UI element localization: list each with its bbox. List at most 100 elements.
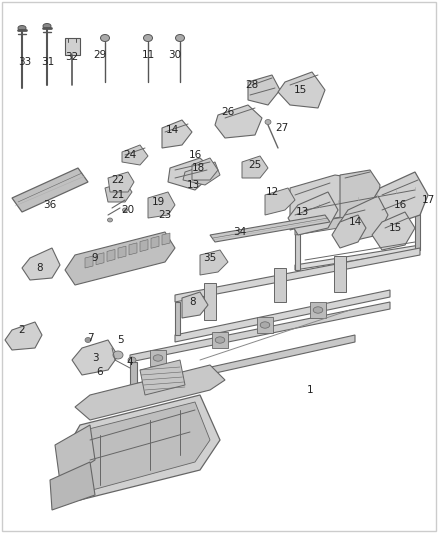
Text: 16: 16 bbox=[188, 150, 201, 160]
Ellipse shape bbox=[128, 357, 136, 363]
Polygon shape bbox=[175, 302, 180, 335]
Ellipse shape bbox=[215, 337, 225, 343]
Polygon shape bbox=[122, 145, 148, 165]
Polygon shape bbox=[288, 192, 338, 235]
Polygon shape bbox=[175, 290, 390, 342]
Polygon shape bbox=[140, 360, 185, 395]
Text: 1: 1 bbox=[307, 385, 313, 395]
Text: 22: 22 bbox=[111, 175, 125, 185]
Text: 14: 14 bbox=[166, 125, 179, 135]
Text: 26: 26 bbox=[221, 107, 235, 117]
Polygon shape bbox=[162, 233, 170, 245]
Text: 11: 11 bbox=[141, 50, 155, 60]
Polygon shape bbox=[415, 185, 420, 250]
Polygon shape bbox=[340, 170, 380, 235]
Polygon shape bbox=[183, 162, 220, 185]
Polygon shape bbox=[338, 196, 388, 242]
Ellipse shape bbox=[176, 35, 184, 42]
Polygon shape bbox=[290, 175, 355, 230]
Text: 3: 3 bbox=[92, 353, 98, 363]
Polygon shape bbox=[65, 232, 175, 285]
Text: 7: 7 bbox=[87, 333, 93, 343]
Text: 20: 20 bbox=[121, 205, 134, 215]
Ellipse shape bbox=[113, 351, 123, 359]
Polygon shape bbox=[200, 250, 228, 275]
Polygon shape bbox=[60, 395, 220, 500]
Ellipse shape bbox=[313, 307, 323, 313]
Text: 29: 29 bbox=[93, 50, 106, 60]
Polygon shape bbox=[65, 38, 80, 55]
Polygon shape bbox=[295, 245, 420, 270]
Polygon shape bbox=[55, 425, 95, 482]
Polygon shape bbox=[257, 317, 273, 333]
Polygon shape bbox=[334, 256, 346, 292]
Ellipse shape bbox=[107, 218, 113, 222]
Polygon shape bbox=[12, 168, 88, 212]
Text: 27: 27 bbox=[276, 123, 289, 133]
Polygon shape bbox=[372, 212, 415, 250]
Polygon shape bbox=[265, 188, 295, 215]
Ellipse shape bbox=[18, 26, 26, 30]
Polygon shape bbox=[175, 248, 420, 302]
Text: 31: 31 bbox=[41, 57, 55, 67]
Ellipse shape bbox=[144, 35, 152, 42]
Text: 13: 13 bbox=[187, 180, 200, 190]
Text: 2: 2 bbox=[19, 325, 25, 335]
Text: 5: 5 bbox=[117, 335, 124, 345]
Text: 15: 15 bbox=[293, 85, 307, 95]
Text: 35: 35 bbox=[203, 253, 217, 263]
Text: 28: 28 bbox=[245, 80, 258, 90]
Polygon shape bbox=[140, 239, 148, 252]
Polygon shape bbox=[168, 158, 215, 190]
Text: 24: 24 bbox=[124, 150, 137, 160]
Polygon shape bbox=[130, 335, 355, 392]
Text: 8: 8 bbox=[190, 297, 196, 307]
Text: 12: 12 bbox=[265, 187, 279, 197]
Polygon shape bbox=[107, 249, 115, 261]
Polygon shape bbox=[96, 253, 104, 265]
Polygon shape bbox=[150, 350, 166, 366]
Polygon shape bbox=[118, 246, 126, 258]
Ellipse shape bbox=[100, 35, 110, 42]
Polygon shape bbox=[295, 205, 420, 235]
Ellipse shape bbox=[43, 23, 51, 28]
Text: 32: 32 bbox=[65, 52, 79, 62]
Text: 8: 8 bbox=[37, 263, 43, 273]
Text: 14: 14 bbox=[348, 217, 362, 227]
Polygon shape bbox=[148, 192, 175, 218]
Polygon shape bbox=[295, 185, 420, 210]
Text: 15: 15 bbox=[389, 223, 402, 233]
Polygon shape bbox=[5, 322, 42, 350]
Polygon shape bbox=[72, 340, 118, 375]
Text: 21: 21 bbox=[111, 190, 125, 200]
Ellipse shape bbox=[265, 119, 271, 125]
Polygon shape bbox=[50, 462, 95, 510]
Text: 4: 4 bbox=[127, 357, 133, 367]
Polygon shape bbox=[151, 236, 159, 248]
Polygon shape bbox=[105, 182, 132, 202]
Polygon shape bbox=[130, 302, 390, 362]
Text: 13: 13 bbox=[295, 207, 309, 217]
Polygon shape bbox=[278, 72, 325, 108]
Text: 33: 33 bbox=[18, 57, 32, 67]
Polygon shape bbox=[22, 248, 60, 280]
Polygon shape bbox=[130, 362, 137, 385]
Polygon shape bbox=[332, 215, 366, 248]
Polygon shape bbox=[242, 156, 268, 178]
Polygon shape bbox=[212, 332, 228, 348]
Ellipse shape bbox=[260, 322, 270, 328]
Polygon shape bbox=[68, 402, 210, 492]
Ellipse shape bbox=[123, 208, 127, 212]
Polygon shape bbox=[162, 120, 192, 148]
Polygon shape bbox=[182, 292, 208, 318]
Polygon shape bbox=[274, 268, 286, 302]
Text: 18: 18 bbox=[191, 163, 205, 173]
Polygon shape bbox=[210, 215, 330, 242]
Text: 6: 6 bbox=[97, 367, 103, 377]
Polygon shape bbox=[192, 158, 218, 180]
Text: 17: 17 bbox=[421, 195, 434, 205]
Text: 23: 23 bbox=[159, 210, 172, 220]
Polygon shape bbox=[295, 205, 300, 270]
Ellipse shape bbox=[85, 337, 91, 343]
Polygon shape bbox=[248, 75, 280, 105]
